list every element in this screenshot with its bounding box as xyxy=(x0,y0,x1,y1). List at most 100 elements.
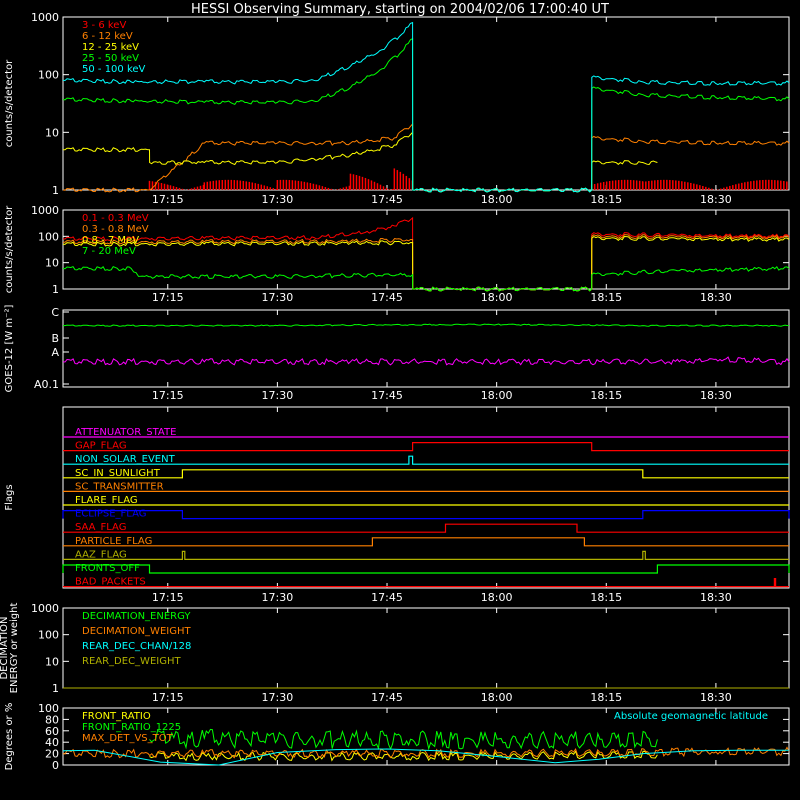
legend-entry: REAR_DEC_WEIGHT xyxy=(82,656,181,667)
x-tick-label: 17:30 xyxy=(262,291,294,304)
y-tick-label: 1000 xyxy=(31,204,59,217)
flag-line-fronts-off xyxy=(62,564,790,574)
y-tick-label: 10 xyxy=(45,257,59,270)
legend-entry: MAX_DET_VS_TOT xyxy=(82,733,174,744)
panel-3: 17:15 17:30 17:45 18:00 18:15 18:30 GOES-12 [W… xyxy=(4,305,790,402)
y-tick-label: 100 xyxy=(38,230,59,243)
y-tick-label: C xyxy=(51,306,59,319)
panel-2: 17:15 17:30 17:45 18:00 18:15 18:30 counts/s/d… xyxy=(4,204,790,304)
series-absolute-geomagnetic-latitude xyxy=(62,748,789,766)
flag-label-attenuator-state: ATTENUATOR_STATE xyxy=(75,427,176,438)
legend-entry: 0.3 - 0.8 MeV xyxy=(82,224,149,235)
flag-label-non-solar-event: NON_SOLAR_EVENT xyxy=(75,454,176,465)
x-tick-label: 17:15 xyxy=(152,389,184,402)
x-tick-label: 18:00 xyxy=(481,193,513,206)
y-axis-label: Degrees or % xyxy=(4,703,15,771)
y-tick-label: 1000 xyxy=(31,11,59,24)
flag-label-aaz-flag: AAZ_FLAG xyxy=(75,549,127,560)
y-tick-label: B xyxy=(51,332,59,345)
flag-label-saa-flag: SAA_FLAG xyxy=(75,522,126,533)
x-tick-label: 17:30 xyxy=(262,193,294,206)
x-tick-label: 18:00 xyxy=(481,691,513,704)
legend-entry: 12 - 25 keV xyxy=(82,42,139,53)
y-tick-label: 20 xyxy=(45,748,59,761)
y-tick-label: 60 xyxy=(45,725,59,738)
annotation-geomagnetic-latitude: Absolute geomagnetic latitude xyxy=(614,711,768,722)
series-25-50-kev xyxy=(62,37,790,193)
legend-entry: 50 - 100 keV xyxy=(82,64,146,75)
legend-entry: 7 - 20 MeV xyxy=(82,246,136,257)
x-tick-label: 18:30 xyxy=(700,193,732,206)
y-axis-label: counts/s/detector xyxy=(4,205,15,293)
x-tick-label: 18:15 xyxy=(590,193,622,206)
legend-entry: FRONT_RATIO_1225 xyxy=(82,722,181,733)
flag-line-non-solar-event xyxy=(63,455,789,465)
x-tick-label: 17:15 xyxy=(152,291,184,304)
x-tick-label: 18:30 xyxy=(700,291,732,304)
plot-frame xyxy=(62,209,790,290)
series-green xyxy=(63,323,790,327)
series-3-6-kev xyxy=(148,168,788,190)
y-tick-label: 100 xyxy=(38,629,59,642)
flag-line-gap-flag xyxy=(63,442,789,452)
x-tick-label: 17:45 xyxy=(371,193,403,206)
y-axis-label: DECIMATION xyxy=(0,616,10,679)
x-tick-label: 18:15 xyxy=(590,591,622,604)
chart-title: HESSI Observing Summary, starting on 200… xyxy=(191,2,609,17)
series-6-12-kev xyxy=(62,122,790,193)
panel-5: 17:15 17:30 17:45 18:00 18:15 18:30 DECIMATION… xyxy=(0,602,790,704)
y-tick-label: 10 xyxy=(45,126,59,139)
x-tick-label: 18:15 xyxy=(590,389,622,402)
series-magenta xyxy=(62,356,790,366)
flag-line-aaz-flag xyxy=(63,550,789,560)
x-tick-label: 18:30 xyxy=(700,591,732,604)
series-7-20-mev xyxy=(62,265,790,292)
flag-line-sc-in-sunlight xyxy=(63,469,789,479)
flag-line-eclipse-flag xyxy=(62,510,790,520)
y-tick-label: 100 xyxy=(38,69,59,82)
y-axis-label: counts/s/detector xyxy=(4,59,15,147)
series-max-det-vs-tot xyxy=(62,746,790,759)
x-tick-label: 17:45 xyxy=(371,691,403,704)
legend-entry: 6 - 12 keV xyxy=(82,31,133,42)
flag-label-eclipse-flag: ECLIPSE_FLAG xyxy=(75,509,146,520)
flag-label-fronts-off: FRONTS_OFF xyxy=(75,563,140,574)
x-tick-label: 18:15 xyxy=(590,691,622,704)
x-tick-label: 18:30 xyxy=(700,691,732,704)
legend-entry: 0.1 - 0.3 MeV xyxy=(82,213,149,224)
y-tick-label: A xyxy=(51,346,59,359)
y-axis-label: Flags xyxy=(4,484,15,510)
flag-label-particle-flag: PARTICLE_FLAG xyxy=(75,536,152,547)
legend-entry: 25 - 50 keV xyxy=(82,53,139,64)
x-tick-label: 18:00 xyxy=(481,389,513,402)
y-tick-label: 1 xyxy=(52,283,59,296)
x-tick-label: 18:30 xyxy=(700,389,732,402)
y-tick-label: 1 xyxy=(52,184,59,197)
panel-1: 17:15 17:30 17:45 18:00 18:15 18:30 counts/s/d… xyxy=(4,11,790,206)
flag-label-gap-flag: GAP_FLAG xyxy=(75,441,127,452)
plot-frame xyxy=(62,309,790,388)
y-tick-label: 0 xyxy=(52,759,59,772)
y-tick-label: 10 xyxy=(45,655,59,668)
y-tick-label: 1 xyxy=(52,682,59,695)
x-tick-label: 17:15 xyxy=(152,193,184,206)
panel-4: 17:15 17:30 17:45 18:00 18:15 18:30 Flags ATTEN… xyxy=(4,406,790,604)
plot-frame xyxy=(62,707,790,766)
flag-label-flare-flag: FLARE_FLAG xyxy=(75,495,138,506)
legend-entry: DECIMATION_WEIGHT xyxy=(82,626,191,637)
x-tick-label: 17:45 xyxy=(371,389,403,402)
flag-line-particle-flag xyxy=(63,537,789,547)
y-tick-label: A0.1 xyxy=(34,378,59,391)
flag-line-bad-packets xyxy=(63,578,789,588)
x-tick-label: 18:00 xyxy=(481,591,513,604)
series-front-ratio-1225 xyxy=(149,728,658,751)
legend-entry: 3 - 6 keV xyxy=(82,20,126,31)
legend-entry: FRONT_RATIO xyxy=(82,711,151,722)
flag-label-sc-transmitter: SC_TRANSMITTER xyxy=(75,481,164,492)
y-tick-label: 100 xyxy=(38,702,59,715)
x-tick-label: 17:30 xyxy=(262,591,294,604)
x-tick-label: 17:15 xyxy=(152,691,184,704)
flag-label-bad-packets: BAD_PACKETS xyxy=(75,577,146,588)
